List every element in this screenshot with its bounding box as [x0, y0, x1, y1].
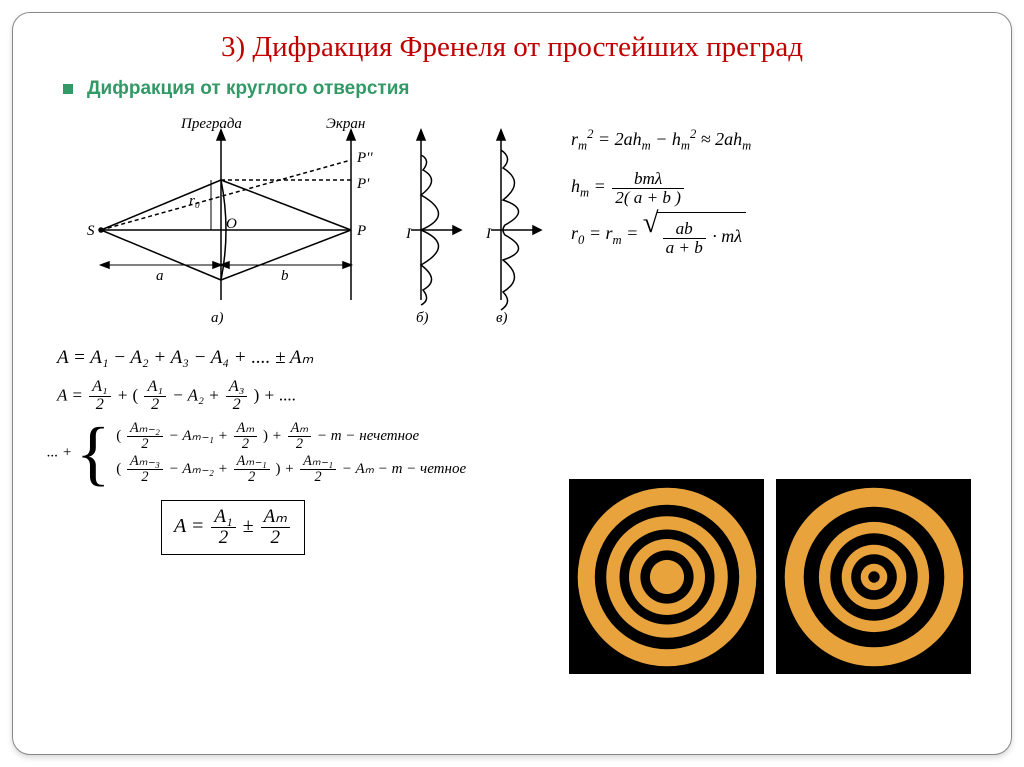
t: 2: [226, 397, 247, 414]
label-S: S: [87, 223, 95, 239]
t: +: [284, 461, 298, 477]
equations-mid: A = A₁ − A₂ + A₃ − A₄ + .... ± Aₘ A = A₁…: [57, 343, 983, 414]
t: a + b: [663, 239, 706, 257]
t: 2: [234, 470, 270, 485]
t: 0: [578, 233, 584, 247]
eq-r0: r0 = rm = √aba + b · mλ: [571, 212, 983, 258]
t: Aₘ₋₁: [234, 454, 270, 470]
t: 2: [127, 437, 163, 452]
t: ab: [663, 220, 706, 239]
label-O: O: [226, 216, 237, 232]
label-P1: P': [356, 176, 370, 192]
t: A₁: [144, 379, 165, 397]
subtitle-text: Дифракция от круглого отверстия: [87, 78, 410, 100]
t: Aₘ: [288, 421, 312, 437]
label-a: a: [156, 268, 164, 284]
t: 2: [587, 127, 593, 141]
t: A₃: [226, 379, 247, 397]
lower-row: ... + { ( Aₘ₋₂2 − Aₘ₋₁ + Aₘ2 ) + Aₘ2 − m…: [41, 420, 983, 486]
subtitle-row: Дифракция от круглого отверстия: [63, 78, 983, 100]
t: m: [578, 139, 587, 153]
ring-pattern-dark-center: [776, 479, 971, 674]
t: · mλ: [712, 226, 742, 246]
t: m: [642, 139, 651, 153]
t: − A₂ +: [172, 386, 224, 405]
optics-diagram: Преграда Экран S P P' P'' a b r₀ O а): [71, 110, 551, 335]
diffraction-patterns: [569, 479, 971, 674]
t: m: [681, 139, 690, 153]
t: Aₘ₋₃: [127, 454, 163, 470]
case-odd: ( Aₘ₋₂2 − Aₘ₋₁ + Aₘ2 ) + Aₘ2 − m − нечет…: [116, 420, 466, 453]
bullet-icon: [63, 84, 73, 94]
t: 2: [234, 437, 258, 452]
t: 2ah: [715, 129, 742, 149]
label-sub-a: а): [211, 310, 224, 326]
ring-pattern-bright-center: [569, 479, 764, 674]
label-P: P: [356, 223, 366, 239]
t: m: [612, 233, 621, 247]
t: 2: [288, 437, 312, 452]
t: h: [571, 176, 580, 196]
case-even: ( Aₘ₋₃2 − Aₘ₋₂ + Aₘ₋₁2 ) + Aₘ₋₁2 − Aₘ − …: [116, 453, 466, 486]
boxed-result: A = A₁2 ± Aₘ2: [161, 500, 305, 555]
eq-A-halves: A = A₁2 + ( A₁2 − A₂ + A₃2 ) + ....: [57, 379, 983, 414]
t: ... +: [47, 445, 76, 461]
t: 2ah: [615, 129, 642, 149]
t: A =: [57, 386, 87, 405]
t: 2( a + b ): [612, 189, 684, 207]
label-I-v: I: [485, 226, 492, 242]
t: ±: [243, 515, 259, 537]
t: 2: [261, 528, 290, 548]
label-barrier: Преграда: [180, 116, 242, 132]
upper-row: Преграда Экран S P P' P'' a b r₀ O а): [71, 110, 983, 335]
label-sub-b: б): [416, 310, 429, 326]
t: 2: [300, 470, 336, 485]
slide-title: 3) Дифракция Френеля от простейших прегр…: [41, 31, 983, 64]
t: − Aₘ − m − четное: [342, 461, 466, 477]
t: Aₘ₋₁: [300, 454, 336, 470]
t: 2: [89, 397, 110, 414]
t: m: [742, 139, 751, 153]
t: bmλ: [612, 170, 684, 189]
t: Aₘ₋₂: [127, 421, 163, 437]
t: A₁: [211, 507, 235, 528]
t: − m − нечетное: [317, 428, 419, 444]
slide-frame: 3) Дифракция Френеля от простейших прегр…: [12, 12, 1012, 755]
label-r0: r₀: [189, 193, 200, 209]
t: r: [571, 224, 578, 244]
t: A =: [174, 515, 209, 537]
label-I-b: I: [405, 226, 412, 242]
t: +: [272, 428, 286, 444]
eq-hm: hm = bmλ2( a + b ): [571, 165, 983, 208]
t: h: [672, 129, 681, 149]
equations-right: rm2 = 2ahm − hm2 ≈ 2ahm hm = bmλ2( a + b…: [571, 110, 983, 263]
t: − Aₘ₋₁ +: [169, 428, 232, 444]
t: 2: [211, 528, 235, 548]
t: Aₘ: [261, 507, 290, 528]
t: 2: [127, 470, 163, 485]
t: Aₘ: [234, 421, 258, 437]
eq-r-squared: rm2 = 2ahm − hm2 ≈ 2ahm: [571, 118, 983, 161]
t: A₁: [89, 379, 110, 397]
t: − Aₘ₋₂ +: [169, 461, 232, 477]
brace-cases: ... + { ( Aₘ₋₂2 − Aₘ₋₁ + Aₘ2 ) + Aₘ2 − m…: [47, 420, 466, 486]
label-sub-v: в): [496, 310, 508, 326]
t: 2: [690, 127, 696, 141]
label-P2: P'': [356, 150, 373, 166]
t: 2: [144, 397, 165, 414]
t: r: [571, 129, 578, 149]
t: + ....: [264, 386, 297, 405]
t: m: [580, 186, 589, 200]
t: +: [117, 386, 133, 405]
eq-A-series: A = A₁ − A₂ + A₃ − A₄ + .... ± Aₘ: [57, 343, 983, 373]
label-screen: Экран: [326, 116, 365, 132]
label-b: b: [281, 268, 289, 284]
